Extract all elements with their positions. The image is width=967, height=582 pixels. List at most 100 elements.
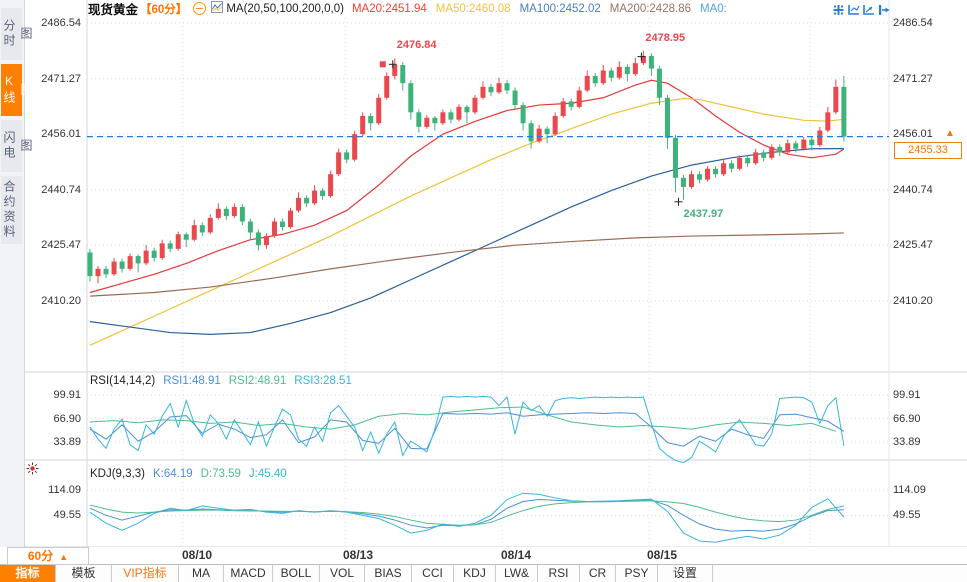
collapse-icon[interactable]	[193, 2, 207, 15]
candle[interactable]	[239, 206, 245, 222]
candle[interactable]	[689, 174, 694, 187]
candle[interactable]	[223, 208, 229, 217]
candle[interactable]	[544, 128, 550, 135]
candle[interactable]	[231, 206, 237, 217]
candle[interactable]	[512, 90, 518, 106]
candle[interactable]	[167, 243, 173, 249]
candle[interactable]	[705, 168, 711, 180]
candle[interactable]	[777, 146, 783, 153]
candle[interactable]	[761, 152, 767, 158]
candle[interactable]	[288, 210, 293, 227]
candle[interactable]	[584, 75, 590, 91]
candle[interactable]	[576, 90, 582, 107]
sidebar-tab-合约资料[interactable]: 合约资料	[1, 176, 22, 244]
pan-right-icon[interactable]	[877, 3, 890, 15]
zoom-axis-icon[interactable]	[847, 3, 860, 15]
candle[interactable]	[528, 123, 534, 142]
candle[interactable]	[432, 117, 438, 124]
candle[interactable]	[616, 66, 622, 78]
candle[interactable]	[296, 197, 302, 211]
candle[interactable]	[207, 217, 213, 233]
toolbar-tab-BIAS[interactable]: BIAS	[365, 565, 412, 582]
candle[interactable]	[737, 157, 743, 169]
candle[interactable]	[785, 143, 791, 153]
toolbar-tab-VIP指标[interactable]: VIP指标	[112, 565, 179, 582]
candle[interactable]	[392, 65, 398, 76]
candle[interactable]	[263, 236, 269, 246]
candle[interactable]	[480, 86, 486, 98]
candle[interactable]	[175, 234, 181, 249]
candle[interactable]	[721, 163, 727, 175]
candle[interactable]	[496, 83, 502, 93]
candle[interactable]	[352, 134, 358, 160]
candle[interactable]	[817, 130, 823, 146]
candle[interactable]	[328, 174, 334, 197]
sidebar-tab-K线图[interactable]: K线图	[1, 64, 33, 116]
candle[interactable]	[111, 261, 117, 275]
candle[interactable]	[312, 190, 318, 204]
candle[interactable]	[608, 70, 614, 78]
period-selector[interactable]: 60分 ▲	[7, 547, 89, 565]
candle[interactable]	[632, 63, 638, 75]
candle[interactable]	[841, 86, 847, 137]
candle[interactable]	[199, 225, 205, 233]
toolbar-tab-CCI[interactable]: CCI	[412, 565, 454, 582]
candle[interactable]	[143, 250, 149, 264]
candle[interactable]	[271, 221, 277, 237]
candle[interactable]	[833, 86, 839, 113]
candle[interactable]	[368, 115, 374, 124]
scale-axis-icon[interactable]	[862, 3, 875, 15]
candle[interactable]	[247, 221, 253, 233]
sidebar-tab-分时图[interactable]: 分时图	[1, 8, 33, 60]
candle[interactable]	[183, 234, 189, 240]
candle[interactable]	[769, 146, 775, 158]
toolbar-tab-LW&[interactable]: LW&	[496, 565, 538, 582]
candle[interactable]	[103, 268, 109, 275]
indicator-settings-icon[interactable]	[26, 462, 39, 475]
candle[interactable]	[127, 256, 133, 269]
candle[interactable]	[320, 190, 326, 197]
candle[interactable]	[624, 66, 630, 75]
candle[interactable]	[600, 70, 606, 84]
candle[interactable]	[713, 168, 719, 175]
candle[interactable]	[119, 261, 125, 269]
candle[interactable]	[520, 105, 526, 124]
candle[interactable]	[648, 55, 654, 69]
sidebar-tab-闪电图[interactable]: 闪电图	[1, 120, 33, 172]
candle[interactable]	[376, 97, 382, 124]
candle[interactable]	[255, 232, 261, 246]
chart-canvas[interactable]	[0, 0, 967, 547]
candle[interactable]	[680, 177, 686, 187]
candle[interactable]	[560, 101, 566, 116]
candle[interactable]	[552, 115, 558, 135]
candle[interactable]	[672, 137, 678, 178]
candle[interactable]	[753, 152, 759, 164]
candle[interactable]	[568, 101, 574, 107]
candle[interactable]	[464, 106, 470, 113]
indicator-chart-icon[interactable]	[211, 1, 224, 16]
candle[interactable]	[592, 75, 598, 84]
candle[interactable]	[400, 65, 406, 84]
toolbar-tab-BOLL[interactable]: BOLL	[273, 565, 320, 582]
candle[interactable]	[745, 157, 751, 164]
toolbar-tab-VOL[interactable]: VOL	[320, 565, 365, 582]
toolbar-tab-KDJ[interactable]: KDJ	[454, 565, 496, 582]
candle[interactable]	[135, 256, 141, 264]
candle[interactable]	[440, 112, 446, 124]
candle[interactable]	[536, 128, 542, 142]
candle[interactable]	[656, 68, 662, 98]
crosshair-icon[interactable]	[832, 3, 845, 15]
candle[interactable]	[304, 197, 310, 204]
candle[interactable]	[408, 83, 414, 113]
toolbar-tab-设置[interactable]: 设置	[658, 565, 713, 582]
toolbar-tab-MA[interactable]: MA	[179, 565, 224, 582]
candle[interactable]	[801, 139, 807, 149]
candle[interactable]	[191, 225, 197, 240]
toolbar-tab-模板[interactable]: 模板	[56, 565, 112, 582]
candle[interactable]	[793, 143, 799, 149]
candle[interactable]	[488, 86, 494, 93]
candle[interactable]	[809, 139, 815, 146]
candle[interactable]	[697, 174, 703, 180]
candle[interactable]	[151, 250, 157, 258]
candle[interactable]	[336, 152, 342, 175]
